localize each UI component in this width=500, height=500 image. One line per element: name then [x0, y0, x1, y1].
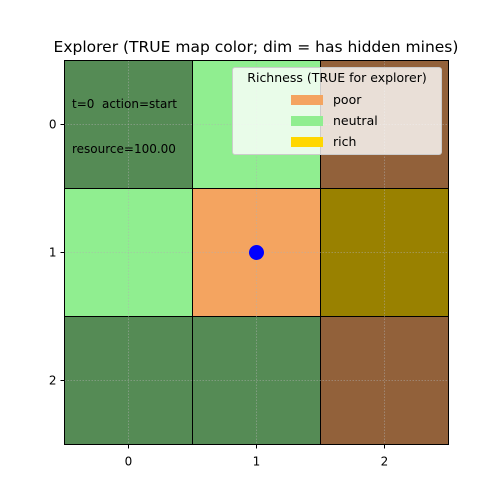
legend: Richness (TRUE for explorer) poor neutra… [232, 67, 442, 155]
x-tick-label-1: 1 [253, 455, 261, 469]
x-tick-label-0: 0 [125, 455, 133, 469]
resource-text: resource=100.00 [72, 142, 176, 156]
y-tick-label-0: 0 [49, 118, 57, 132]
time-action-text: t=0 action=start [72, 97, 177, 111]
legend-swatch-poor [291, 95, 323, 105]
legend-swatch-rich [291, 137, 323, 147]
explorer-agent-marker [249, 245, 264, 260]
plot-frame [64, 60, 449, 445]
map-cell-2-2 [320, 316, 449, 445]
legend-swatch-neutral [291, 116, 323, 126]
axis-ticks: 0 1 2 0 1 2 [49, 118, 388, 469]
y-tick-label-1: 1 [49, 246, 57, 260]
step-annotation: t=0 action=start resource=100.00 [72, 67, 177, 172]
x-tick-label-2: 2 [381, 455, 389, 469]
y-tick-label-2: 2 [49, 374, 57, 388]
legend-title: Richness (TRUE for explorer) [247, 70, 427, 85]
plot-title: Explorer (TRUE map color; dim = has hidd… [54, 38, 459, 56]
